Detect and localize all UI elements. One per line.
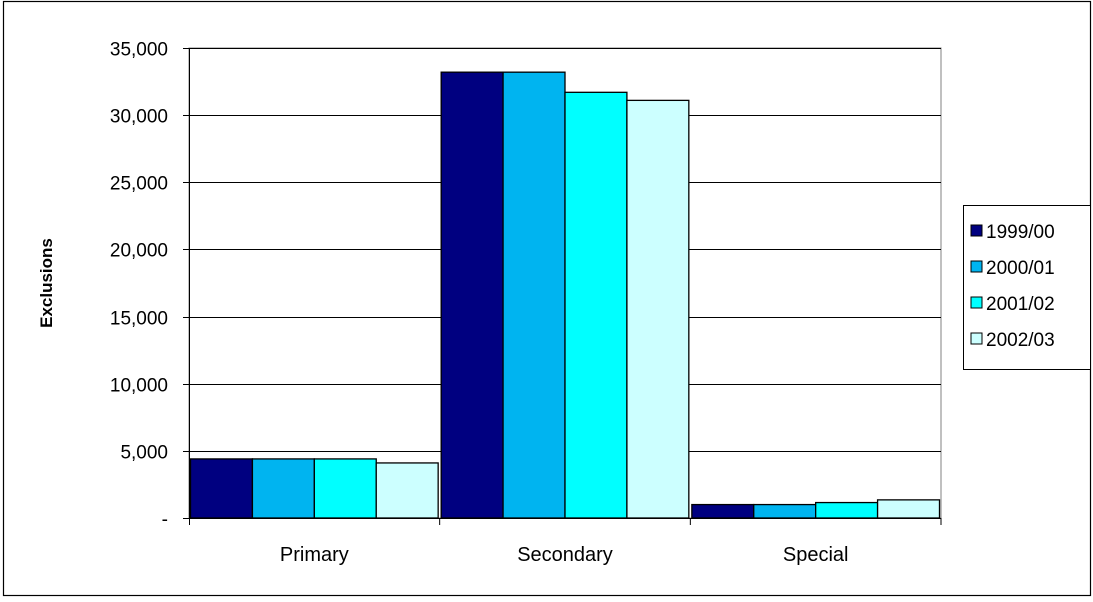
legend-swatch [970, 332, 983, 345]
legend-swatch [970, 224, 983, 237]
bar-primary-2001-02 [313, 458, 377, 519]
y-tick-label: 25,000 [110, 174, 168, 195]
legend-swatch [970, 296, 983, 309]
bar-primary-1999-00 [189, 458, 254, 519]
y-axis-title: Exclusions [37, 238, 56, 328]
bar-secondary-2002-03 [626, 99, 690, 519]
bar-secondary-2000-01 [502, 71, 566, 519]
y-tick-label: 20,000 [110, 241, 168, 262]
legend-label: 2002/03 [986, 330, 1055, 351]
x-tick-label: Secondary [517, 544, 613, 566]
x-tick-label: Special [783, 544, 849, 566]
y-tick-label: 35,000 [110, 40, 168, 61]
legend-label: 2000/01 [986, 258, 1055, 279]
legend-swatch [970, 260, 983, 273]
y-tick-label: - [162, 510, 168, 531]
bar-special-1999-00 [691, 503, 755, 519]
bar-secondary-1999-00 [440, 71, 504, 519]
bar-primary-2002-03 [375, 462, 439, 519]
legend-label: 2001/02 [986, 294, 1055, 315]
bar-special-2001-02 [815, 501, 879, 519]
bar-special-2000-01 [753, 503, 817, 519]
y-tick-label: 15,000 [110, 309, 168, 330]
x-tick-label: Primary [280, 544, 349, 566]
axes: - 5,000 10,000 15,000 20,000 25,000 30,000 35,0… [110, 40, 942, 566]
bar-special-2002-03 [876, 499, 941, 519]
y-tick-label: 5,000 [120, 443, 168, 464]
legend-box [963, 205, 1091, 370]
legend-label: 1999/00 [986, 222, 1055, 243]
bar-secondary-2001-02 [564, 91, 628, 519]
y-tick-label: 10,000 [110, 376, 168, 397]
bar-primary-2000-01 [251, 458, 315, 519]
legend: 1999/00 2000/01 2001/02 2002/03 [963, 205, 1091, 370]
bars [189, 71, 941, 519]
y-tick-label: 30,000 [110, 107, 168, 128]
